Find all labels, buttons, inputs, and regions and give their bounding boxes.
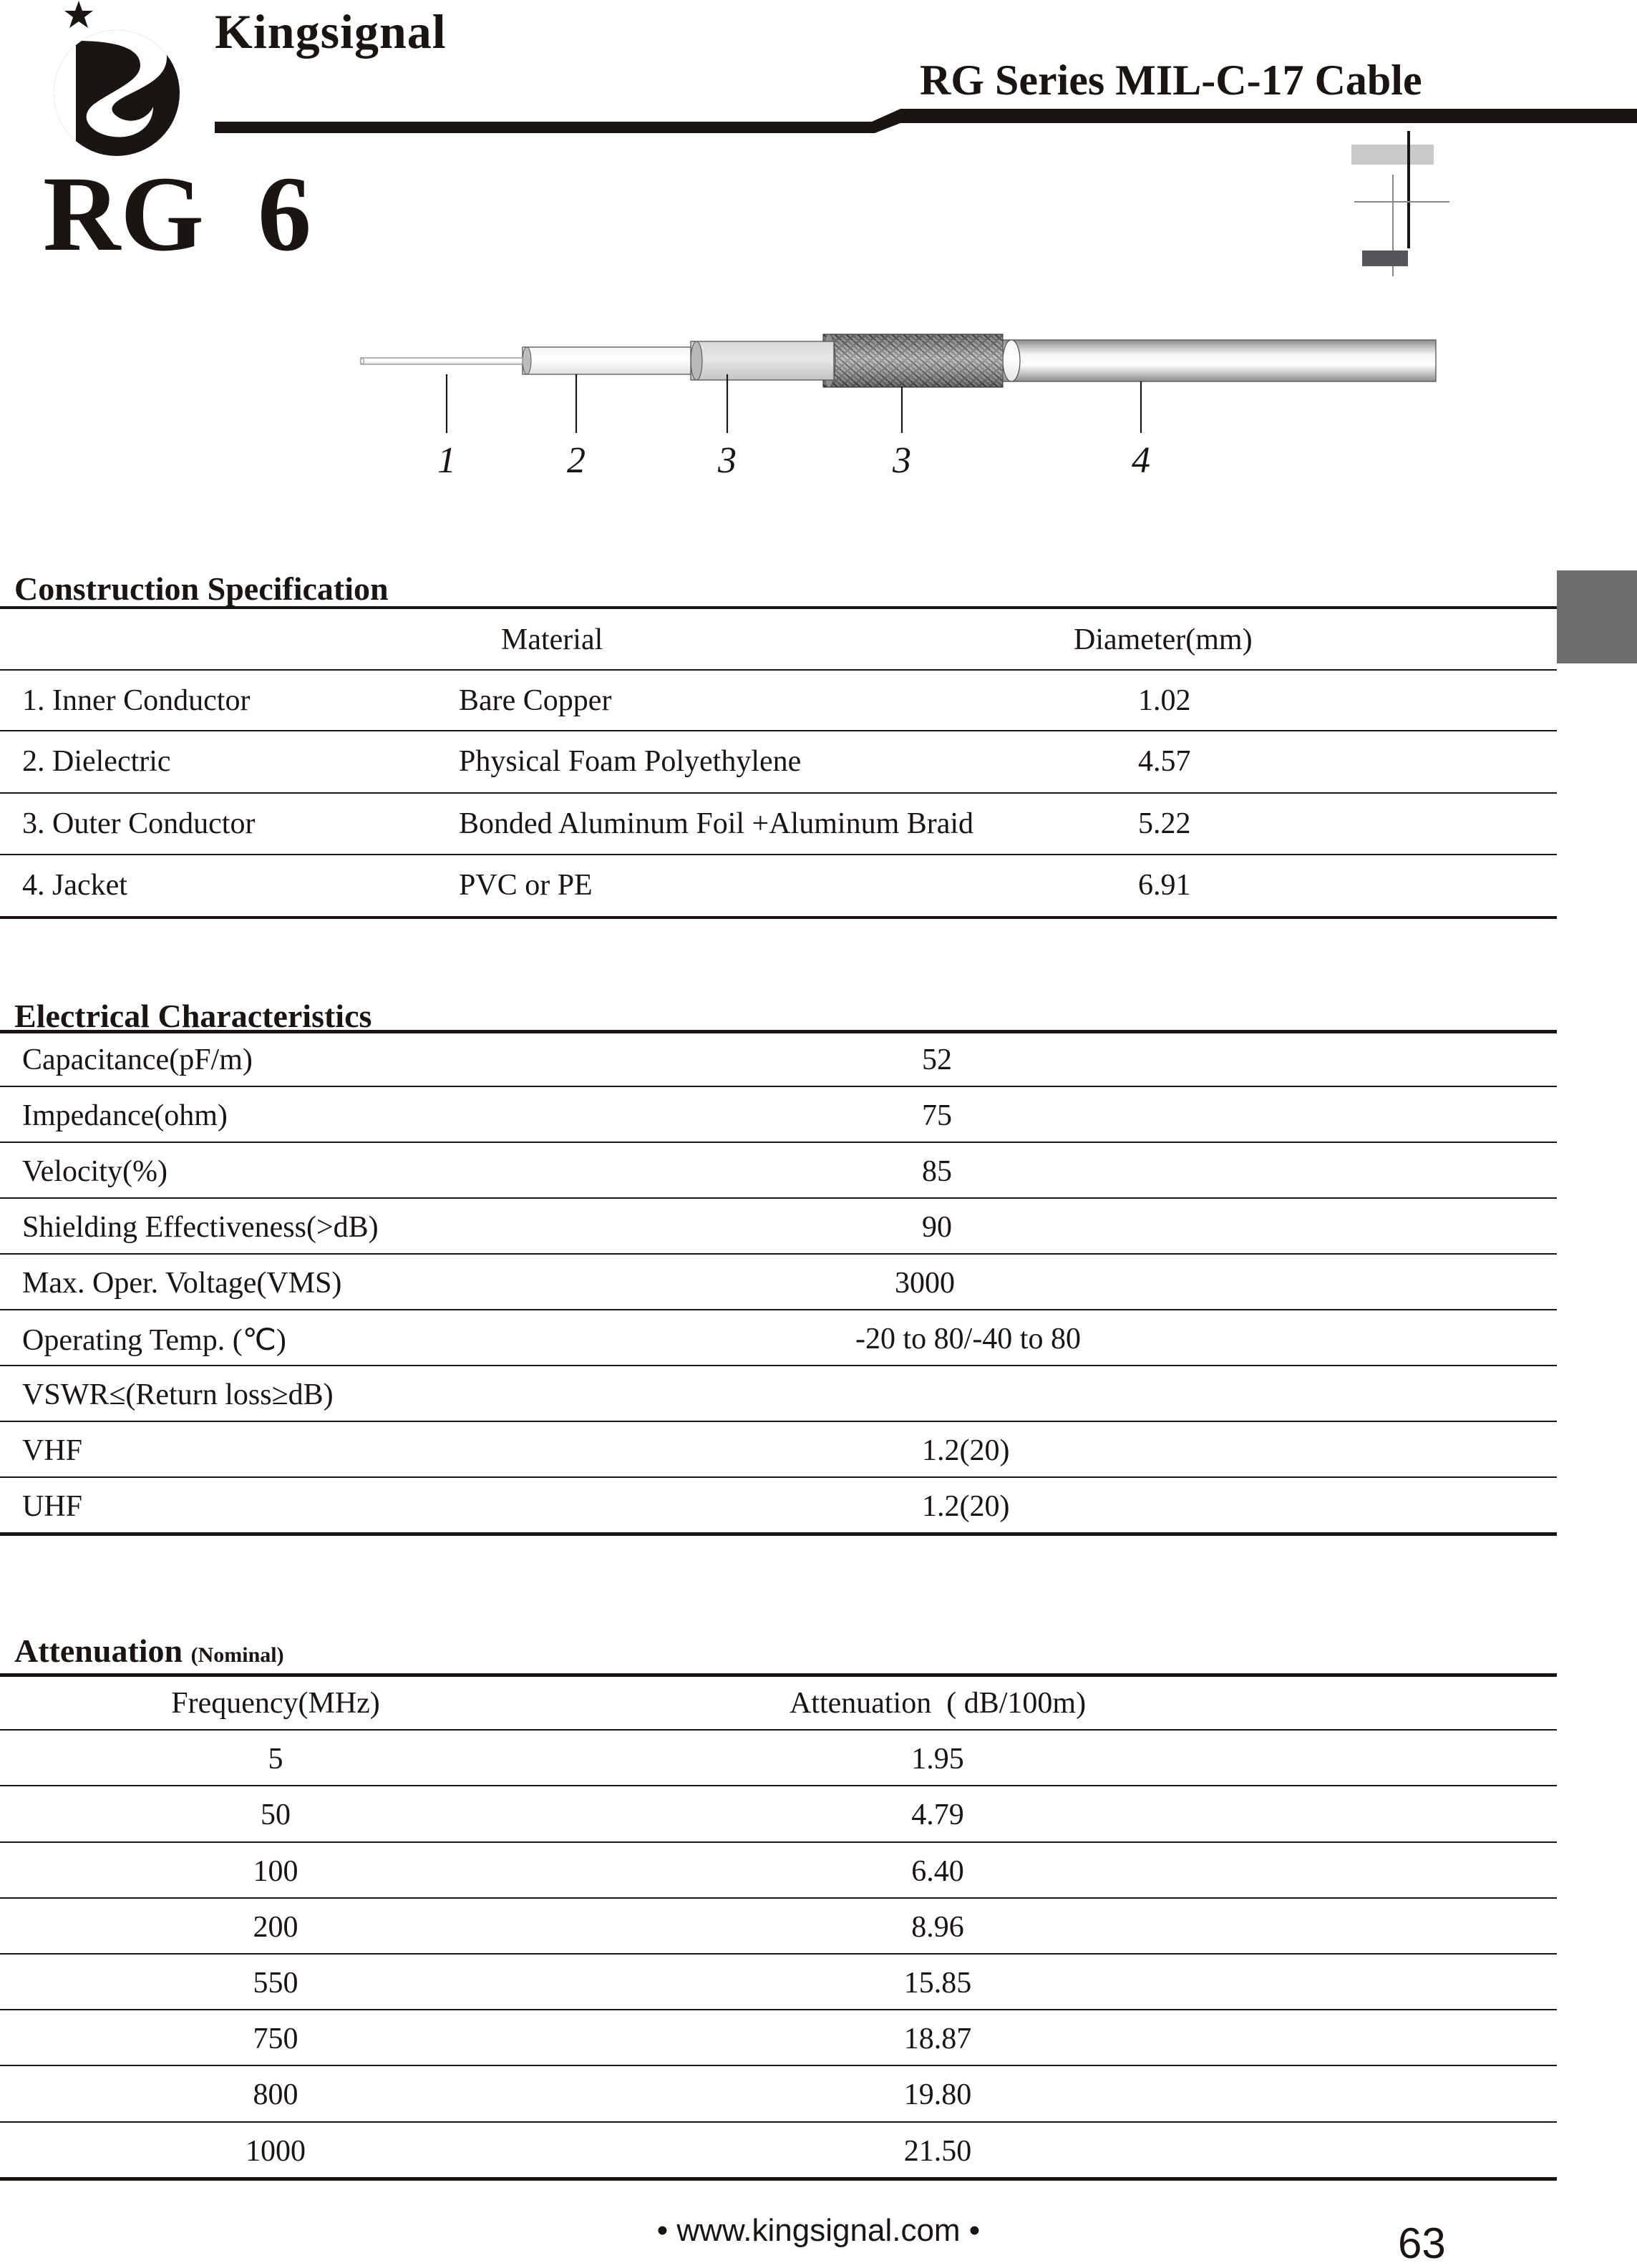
svg-text:4: 4 xyxy=(1132,440,1150,481)
svg-text:3: 3 xyxy=(892,440,911,481)
svg-text:3: 3 xyxy=(717,440,737,481)
svg-text:1: 1 xyxy=(437,440,456,481)
svg-text:2: 2 xyxy=(567,440,586,481)
